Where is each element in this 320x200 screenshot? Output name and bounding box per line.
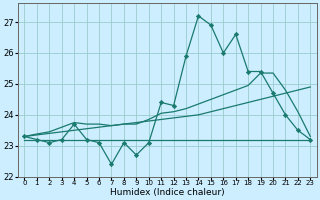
X-axis label: Humidex (Indice chaleur): Humidex (Indice chaleur)	[110, 188, 225, 197]
